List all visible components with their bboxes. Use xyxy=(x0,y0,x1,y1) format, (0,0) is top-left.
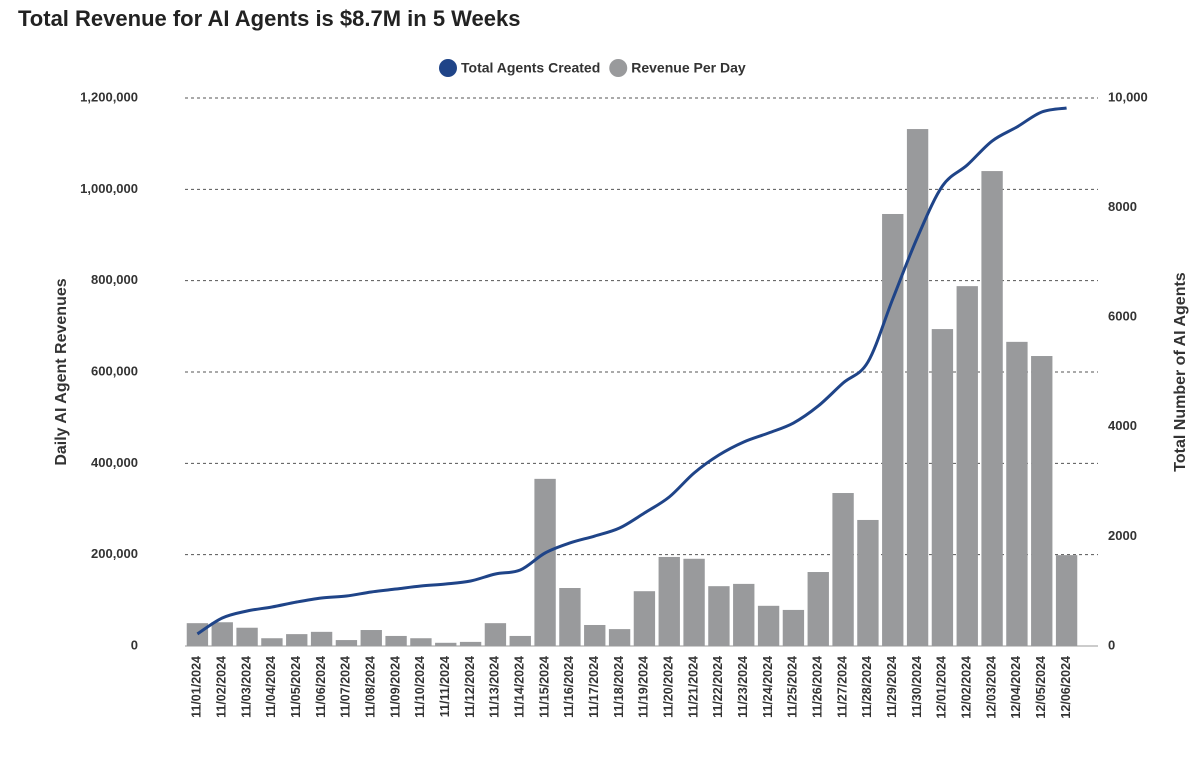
bar xyxy=(733,583,755,646)
chart-title: Total Revenue for AI Agents is $8.7M in … xyxy=(18,6,520,31)
bar xyxy=(906,129,929,646)
x-tick-label: 11/25/2024 xyxy=(786,656,800,718)
x-tick-label: 11/29/2024 xyxy=(885,656,899,718)
x-tick-label: 11/11/2024 xyxy=(438,656,452,717)
y-tick-label: 0 xyxy=(131,637,138,652)
x-tick-label: 11/09/2024 xyxy=(388,656,402,718)
y-axis-title: Daily AI Agent Revenues xyxy=(53,278,70,465)
x-tick-label: 11/20/2024 xyxy=(662,656,676,718)
bar xyxy=(584,624,606,646)
x-tick-label: 11/19/2024 xyxy=(637,656,651,718)
x-tick-label: 11/13/2024 xyxy=(488,656,502,718)
bar xyxy=(435,642,457,646)
bar xyxy=(261,638,283,646)
x-tick-label: 11/22/2024 xyxy=(711,656,725,718)
bar xyxy=(236,627,258,646)
bar xyxy=(931,329,954,646)
y2-tick-label: 4000 xyxy=(1108,418,1137,433)
x-tick-label: 12/06/2024 xyxy=(1059,656,1073,719)
y-tick-label: 1,200,000 xyxy=(80,89,138,104)
bar xyxy=(509,635,531,646)
x-tick-label: 11/24/2024 xyxy=(761,656,775,718)
x-tick-label: 11/02/2024 xyxy=(215,656,229,718)
y2-tick-label: 10,000 xyxy=(1108,89,1148,104)
legend-marker xyxy=(609,59,628,77)
y2-tick-label: 2000 xyxy=(1108,528,1137,543)
x-tick-label: 12/05/2024 xyxy=(1034,656,1048,719)
y2-tick-label: 6000 xyxy=(1108,309,1137,324)
x-tick-label: 11/03/2024 xyxy=(239,656,253,718)
y-tick-label: 1,000,000 xyxy=(80,181,138,196)
bar xyxy=(211,622,233,646)
bar xyxy=(410,638,432,646)
x-tick-label: 11/10/2024 xyxy=(413,656,427,718)
y-tick-label: 800,000 xyxy=(91,272,138,287)
x-tick-label: 12/03/2024 xyxy=(984,656,998,719)
x-tick-label: 11/18/2024 xyxy=(612,656,626,718)
x-tick-label: 11/12/2024 xyxy=(463,656,477,718)
bar xyxy=(1055,555,1078,646)
x-tick-label: 11/17/2024 xyxy=(587,656,601,718)
bar xyxy=(335,640,358,646)
x-tick-label: 11/28/2024 xyxy=(860,656,874,718)
legend-marker xyxy=(439,59,457,77)
x-tick-label: 12/04/2024 xyxy=(1009,656,1023,719)
bar xyxy=(484,623,507,646)
bar xyxy=(757,605,780,646)
legend-label: Revenue Per Day xyxy=(631,60,746,76)
x-tick-label: 11/08/2024 xyxy=(364,656,378,718)
x-tick-label: 11/01/2024 xyxy=(190,656,204,718)
x-tick-label: 11/06/2024 xyxy=(314,656,328,718)
y-tick-label: 600,000 xyxy=(91,363,138,378)
bar xyxy=(559,588,581,646)
x-tick-label: 12/01/2024 xyxy=(935,656,949,719)
bar xyxy=(633,591,656,646)
bar xyxy=(658,556,680,646)
bar xyxy=(360,630,382,646)
bar xyxy=(882,213,904,646)
x-tick-label: 11/21/2024 xyxy=(686,656,700,718)
line xyxy=(196,106,1067,636)
x-tick-label: 11/15/2024 xyxy=(537,656,551,718)
bar xyxy=(708,586,730,646)
x-tick-label: 11/26/2024 xyxy=(811,656,825,718)
bar xyxy=(683,558,705,646)
x-tick-label: 11/23/2024 xyxy=(736,656,750,718)
x-tick-label: 11/05/2024 xyxy=(289,656,303,718)
legend-label: Total Agents Created xyxy=(461,60,600,76)
x-tick-label: 11/07/2024 xyxy=(339,656,353,718)
x-tick-label: 11/04/2024 xyxy=(264,656,278,718)
y-tick-label: 200,000 xyxy=(91,546,138,561)
x-tick-label: 12/02/2024 xyxy=(960,656,974,719)
bar xyxy=(782,609,805,646)
bar xyxy=(857,519,879,646)
bar xyxy=(981,171,1003,647)
bar xyxy=(832,493,854,646)
bar xyxy=(608,629,631,646)
bar xyxy=(807,572,829,646)
bar xyxy=(186,623,209,646)
bar xyxy=(310,631,333,646)
y-tick-label: 400,000 xyxy=(91,455,138,470)
y2-tick-label: 8000 xyxy=(1108,199,1137,214)
x-tick-label: 11/16/2024 xyxy=(562,656,576,718)
y2-axis-title: Total Number of AI Agents xyxy=(1172,272,1189,472)
x-tick-label: 11/14/2024 xyxy=(513,656,527,718)
y2-tick-label: 0 xyxy=(1108,637,1115,652)
bar xyxy=(534,478,556,646)
bar xyxy=(1006,341,1028,646)
bar xyxy=(1031,356,1053,646)
bar xyxy=(385,635,407,646)
x-tick-label: 11/27/2024 xyxy=(835,656,849,718)
bar xyxy=(286,634,308,646)
x-tick-label: 11/30/2024 xyxy=(910,656,924,718)
bar xyxy=(956,286,978,646)
bar xyxy=(459,641,482,646)
